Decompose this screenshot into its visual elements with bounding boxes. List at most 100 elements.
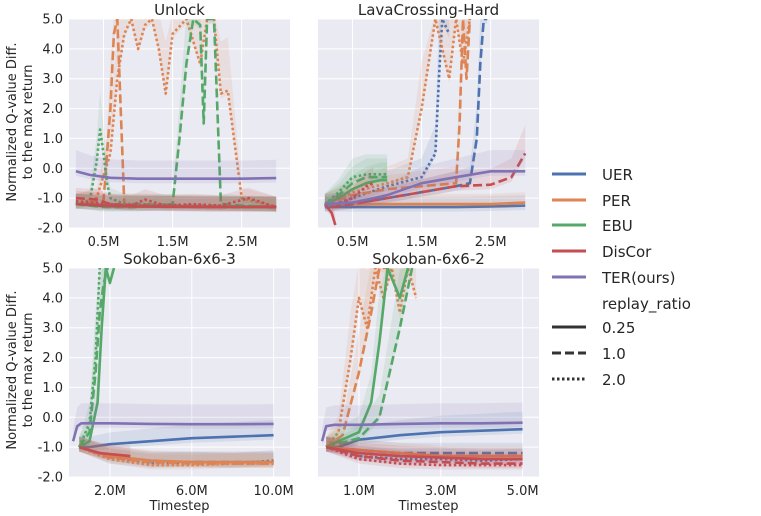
series-line-ebu-r025 xyxy=(324,178,388,206)
series-group-lavacrossing-hard xyxy=(323,19,527,228)
x-tick-label: 1.5M xyxy=(406,235,438,250)
y-tick-label: 0.0 xyxy=(42,162,63,177)
y-tick-label: 0.0 xyxy=(42,411,63,426)
ylabel-top-line1: Normalized Q-value Diff. xyxy=(5,42,20,201)
band-per-r20 xyxy=(75,19,277,212)
band-ebu-r10 xyxy=(326,268,413,452)
x-tick-label: 5.0M xyxy=(507,484,539,499)
ylabel-bottom-line1: Normalized Q-value Diff. xyxy=(5,290,20,449)
x-tick-label: 2.5M xyxy=(226,235,258,250)
y-tick-label: 5.0 xyxy=(42,13,63,28)
series-line-uer-r025 xyxy=(324,204,526,209)
band-ter-ours-r025 xyxy=(75,150,277,184)
series-line-discor-r20 xyxy=(325,445,523,467)
y-tick-label: -1.0 xyxy=(38,192,63,207)
band-per-r10 xyxy=(326,268,388,452)
panels-group: -2.0 -1.0 0.0 1.0 2.0 3.0 4.0 5.0 0.5M 1.5M 2.5M Un… xyxy=(38,1,539,514)
legend-style-title: replay_ratio xyxy=(602,295,691,314)
series-line-ebu-r10 xyxy=(78,268,110,448)
band-ebu-r10 xyxy=(79,268,108,452)
band-per-r10 xyxy=(79,436,274,468)
series-group-unlock xyxy=(75,19,277,212)
ylabel-bottom-line2: to the max return xyxy=(21,313,36,428)
series-line-ebu-r025 xyxy=(78,268,116,449)
legend-label-discor: DisCor xyxy=(602,243,652,261)
series-line-per-r10 xyxy=(324,19,472,206)
series-group-sokoban-6x6-3 xyxy=(71,268,274,470)
legend-label-uer: UER xyxy=(602,166,633,184)
x-tick-label: 2.0M xyxy=(94,484,126,499)
series-line-discor-r10 xyxy=(75,196,277,209)
x-tick-label: 10.0M xyxy=(254,484,294,499)
series-group-sokoban-6x6-2 xyxy=(320,268,523,470)
series-line-ebu-r025 xyxy=(325,268,410,449)
series-line-ebu-r10 xyxy=(325,268,414,449)
band-ter-ours-r025 xyxy=(324,150,526,209)
series-line-per-r10 xyxy=(325,268,388,449)
y-tick-label: 2.0 xyxy=(42,102,63,117)
series-line-ebu-r20 xyxy=(78,268,101,448)
series-line-per-r20 xyxy=(78,445,274,467)
series-line-discor-r025 xyxy=(78,445,131,458)
series-line-discor-r10 xyxy=(325,445,523,465)
xlabel-sokoban-6x6-2: Timestep xyxy=(398,499,459,514)
series-line-uer-r20 xyxy=(325,445,523,462)
legend: UER PER EBU DisCor TER(ours) replay_rati… xyxy=(552,166,691,389)
plot-area-lavacrossing-hard xyxy=(318,19,539,228)
band-per-r20 xyxy=(326,268,417,452)
y-tick-label: 4.0 xyxy=(42,291,63,306)
band-uer-r025 xyxy=(326,411,523,452)
x-tick-label: 1.5M xyxy=(157,235,189,250)
panel-title-lavacrossing-hard: LavaCrossing-Hard xyxy=(358,1,499,19)
y-tick-label: -2.0 xyxy=(38,222,63,237)
panel-title-sokoban-6x6-2: Sokoban-6x6-2 xyxy=(372,250,485,268)
band-discor-r025 xyxy=(326,436,523,464)
series-line-discor-r025 xyxy=(323,203,337,226)
series-line-ter-ours-r025 xyxy=(324,170,526,206)
series-line-ebu-r20 xyxy=(324,173,388,206)
series-line-discor-r20 xyxy=(75,196,277,209)
y-tick-label: 3.0 xyxy=(42,321,63,336)
x-tick-label: 2.5M xyxy=(475,235,507,250)
band-ebu-r20 xyxy=(75,91,277,212)
plot-area-sokoban-6x6-3 xyxy=(69,268,290,477)
panel-sokoban-6x6-2: 1.0M 3.0M 5.0M Sokoban-6x6-2 Timestep xyxy=(318,250,539,514)
panel-sokoban-6x6-3: -2.0 -1.0 0.0 1.0 2.0 3.0 4.0 5.0 2.0M 6.0M 10.0M S… xyxy=(38,250,294,514)
band-ebu-r20 xyxy=(79,268,100,452)
y-tick-label: 2.0 xyxy=(42,351,63,366)
legend-label-ratio-20: 2.0 xyxy=(602,371,626,389)
series-line-discor-r025 xyxy=(325,445,523,461)
legend-label-per: PER xyxy=(602,192,631,210)
x-tick-label: 1.0M xyxy=(343,484,375,499)
panel-title-unlock: Unlock xyxy=(154,1,205,19)
plot-area-unlock xyxy=(69,19,290,228)
legend-label-ter: TER(ours) xyxy=(601,269,675,287)
series-line-uer-r10 xyxy=(324,19,488,209)
series-line-per-r025 xyxy=(326,445,523,458)
series-line-ter-ours-r025 xyxy=(71,421,274,442)
legend-label-ebu: EBU xyxy=(602,217,633,235)
legend-label-ratio-10: 1.0 xyxy=(602,345,626,363)
x-tick-label: 6.0M xyxy=(176,484,208,499)
y-tick-label: 4.0 xyxy=(42,42,63,57)
panel-title-sokoban-6x6-3: Sokoban-6x6-3 xyxy=(123,250,236,268)
ylabel-top-line2: to the max return xyxy=(21,65,36,180)
band-ebu-r10 xyxy=(75,19,277,212)
panel-lavacrossing-hard: 0.5M 1.5M 2.5M LavaCrossing-Hard xyxy=(318,1,539,250)
xlabel-sokoban-6x6-3: Timestep xyxy=(149,499,210,514)
series-line-ebu-r10 xyxy=(324,175,388,206)
band-discor-r10 xyxy=(331,125,526,212)
panel-unlock: -2.0 -1.0 0.0 1.0 2.0 3.0 4.0 5.0 0.5M 1.5M 2.5M Un… xyxy=(38,1,290,250)
band-discor-r20 xyxy=(331,166,374,212)
series-line-uer-r20 xyxy=(324,19,451,209)
series-line-discor-r025 xyxy=(75,202,277,209)
legend-label-ratio-025: 0.25 xyxy=(602,319,635,337)
x-tick-label: 3.0M xyxy=(425,484,457,499)
y-tick-label: -2.0 xyxy=(38,471,63,486)
y-tick-label: 1.0 xyxy=(42,132,63,147)
series-line-ter-ours-r025 xyxy=(75,170,277,180)
series-line-per-r025 xyxy=(324,201,526,206)
band-uer-r20 xyxy=(324,19,450,212)
series-line-discor-r10 xyxy=(331,152,527,209)
